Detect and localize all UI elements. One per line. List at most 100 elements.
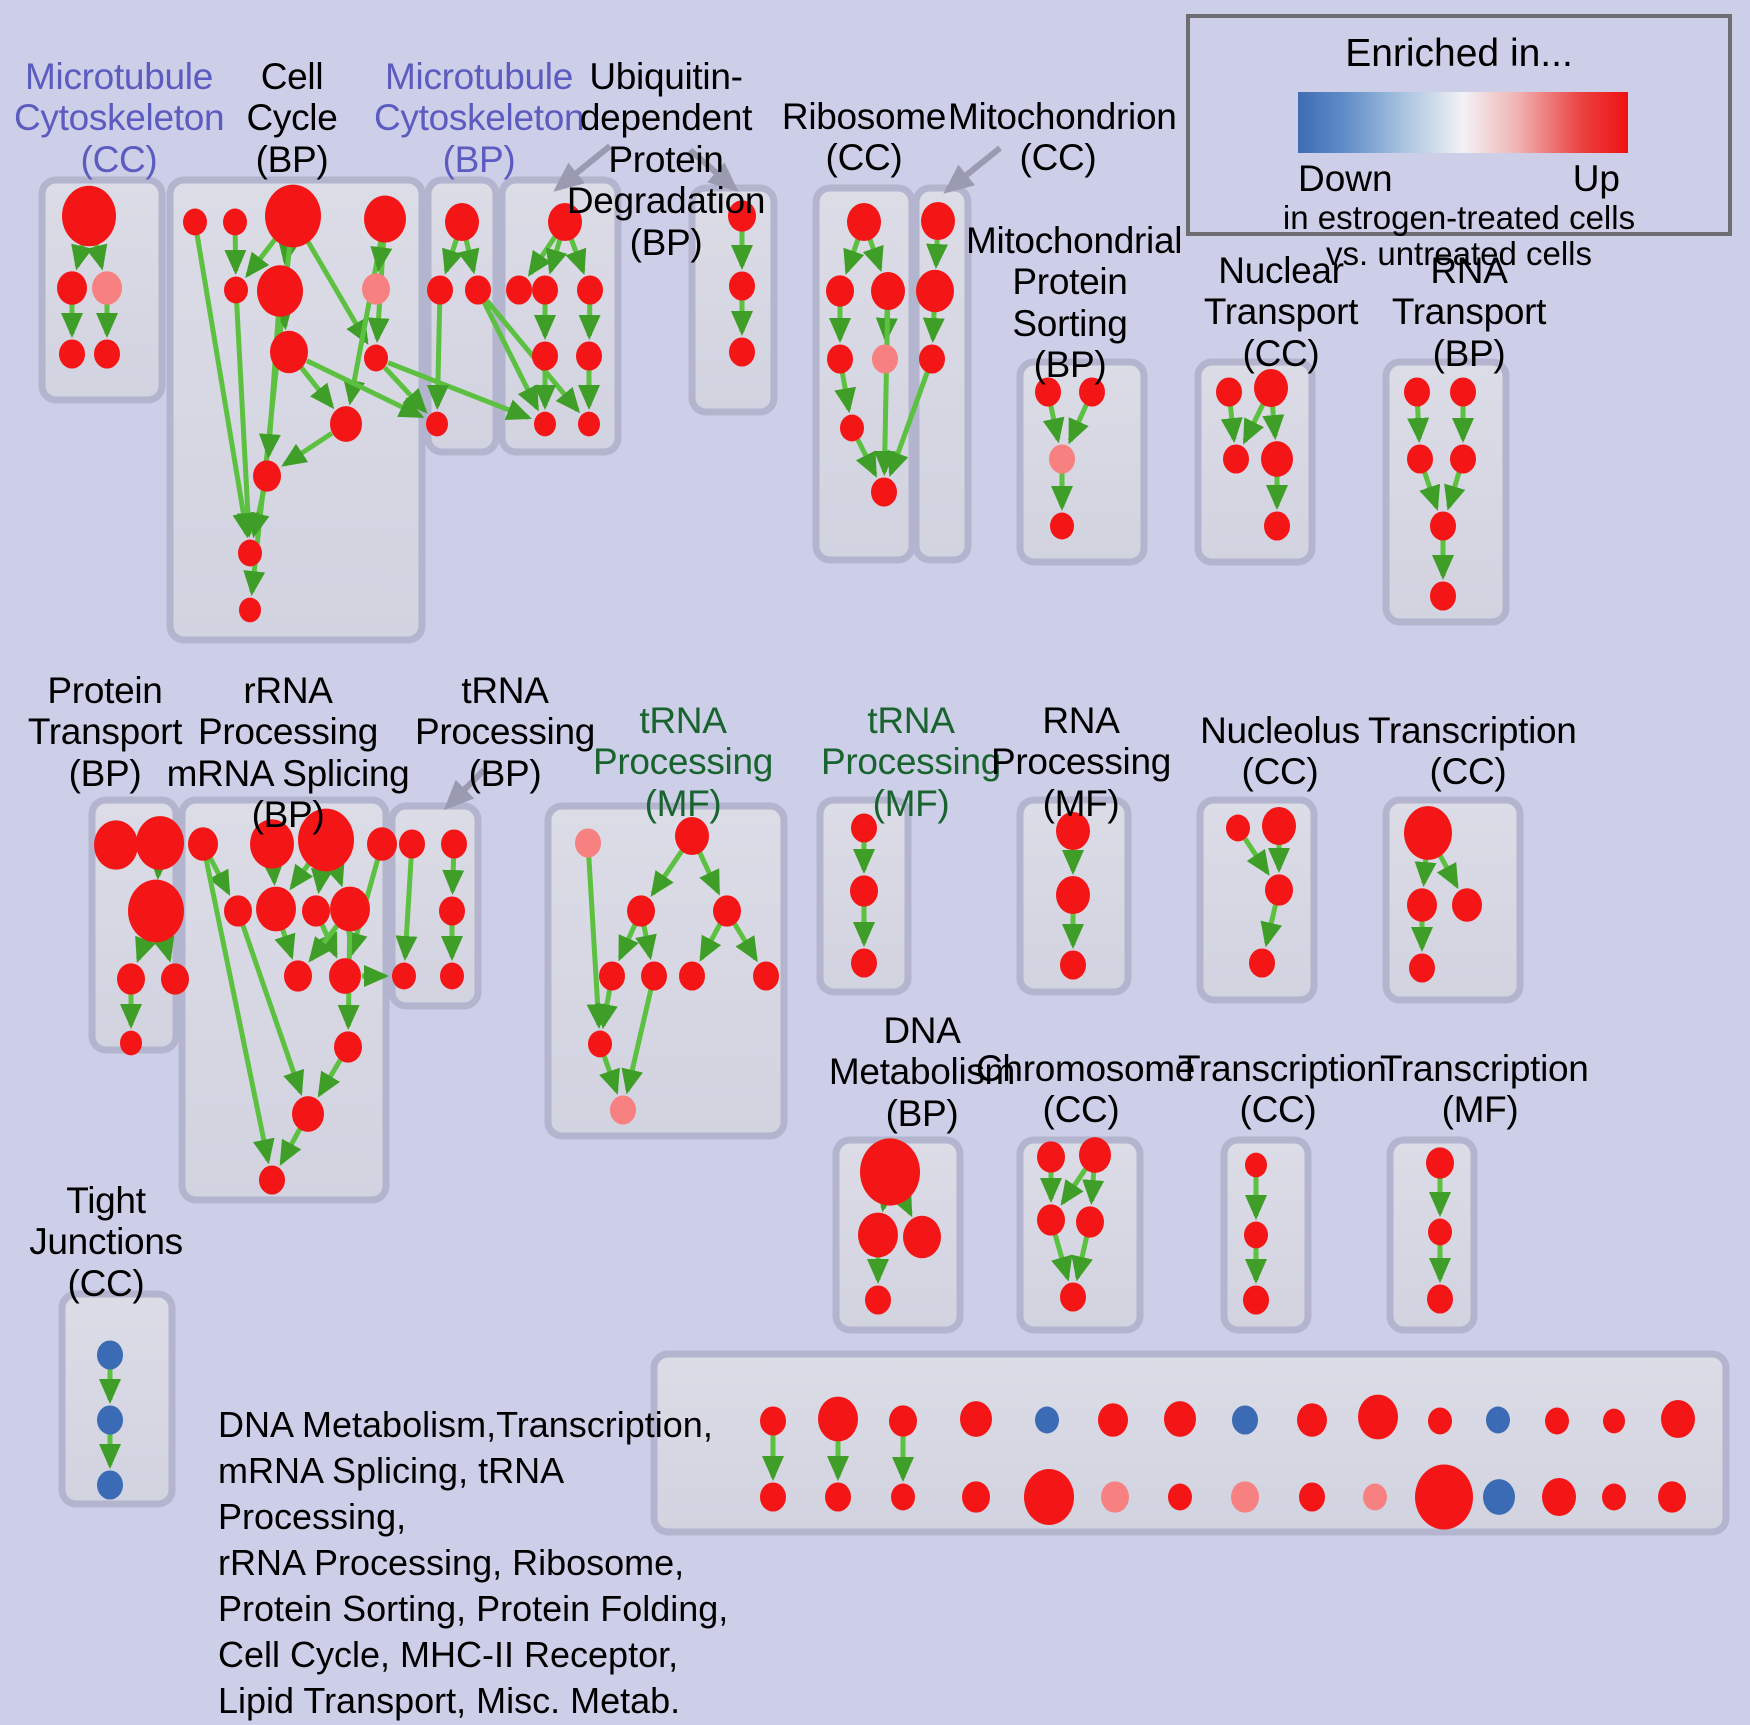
graph-node[interactable] — [1076, 1206, 1104, 1237]
graph-node[interactable] — [919, 344, 945, 373]
graph-node[interactable] — [1415, 1465, 1473, 1530]
graph-node[interactable] — [1249, 948, 1275, 977]
graph-node[interactable] — [334, 1031, 362, 1062]
graph-node[interactable] — [1261, 441, 1293, 477]
graph-node[interactable] — [1101, 1481, 1129, 1512]
graph-node[interactable] — [1430, 511, 1456, 540]
graph-node[interactable] — [871, 477, 897, 506]
graph-node[interactable] — [330, 406, 362, 442]
graph-node[interactable] — [588, 1031, 612, 1058]
graph-node[interactable] — [851, 948, 877, 977]
graph-node[interactable] — [960, 1401, 992, 1437]
graph-node[interactable] — [59, 339, 85, 368]
graph-node[interactable] — [1603, 1409, 1625, 1434]
graph-node[interactable] — [1216, 377, 1242, 406]
graph-node[interactable] — [1404, 806, 1452, 860]
graph-node[interactable] — [1483, 1479, 1515, 1515]
graph-node[interactable] — [729, 271, 755, 300]
graph-node[interactable] — [921, 202, 955, 240]
graph-node[interactable] — [534, 412, 556, 437]
graph-node[interactable] — [825, 1482, 851, 1511]
graph-node[interactable] — [1661, 1400, 1695, 1438]
graph-node[interactable] — [302, 895, 330, 926]
graph-node[interactable] — [1079, 1137, 1111, 1173]
graph-node[interactable] — [627, 895, 655, 926]
graph-node[interactable] — [257, 265, 303, 317]
graph-node[interactable] — [1060, 950, 1086, 979]
graph-node[interactable] — [1428, 1408, 1452, 1435]
graph-node[interactable] — [1050, 513, 1074, 540]
graph-node[interactable] — [128, 880, 184, 943]
graph-node[interactable] — [224, 895, 252, 926]
graph-node[interactable] — [117, 963, 145, 994]
graph-node[interactable] — [847, 203, 881, 241]
graph-node[interactable] — [270, 331, 308, 374]
graph-node[interactable] — [445, 203, 479, 241]
graph-node[interactable] — [292, 1096, 324, 1132]
graph-node[interactable] — [1226, 815, 1250, 842]
graph-node[interactable] — [94, 820, 138, 869]
graph-node[interactable] — [850, 875, 878, 906]
graph-node[interactable] — [872, 344, 898, 373]
graph-node[interactable] — [840, 415, 864, 442]
graph-node[interactable] — [265, 185, 321, 248]
graph-node[interactable] — [259, 1165, 285, 1194]
graph-node[interactable] — [641, 961, 667, 990]
graph-node[interactable] — [97, 1470, 123, 1499]
graph-node[interactable] — [610, 1095, 636, 1124]
graph-node[interactable] — [256, 887, 296, 932]
graph-node[interactable] — [1542, 1478, 1576, 1516]
graph-node[interactable] — [576, 341, 602, 370]
graph-node[interactable] — [1450, 377, 1476, 406]
graph-node[interactable] — [506, 275, 532, 304]
graph-node[interactable] — [713, 895, 741, 926]
graph-node[interactable] — [599, 961, 625, 990]
graph-node[interactable] — [1428, 1219, 1452, 1246]
graph-node[interactable] — [760, 1482, 786, 1511]
graph-node[interactable] — [827, 344, 853, 373]
graph-node[interactable] — [238, 540, 262, 567]
graph-node[interactable] — [440, 963, 464, 990]
graph-node[interactable] — [1060, 1282, 1086, 1311]
graph-node[interactable] — [826, 275, 854, 306]
graph-node[interactable] — [1245, 1153, 1267, 1178]
graph-node[interactable] — [1098, 1403, 1128, 1437]
graph-node[interactable] — [427, 275, 453, 304]
graph-node[interactable] — [679, 961, 705, 990]
graph-node[interactable] — [1602, 1484, 1626, 1511]
graph-node[interactable] — [891, 1484, 915, 1511]
graph-node[interactable] — [183, 209, 207, 236]
graph-node[interactable] — [465, 275, 491, 304]
graph-node[interactable] — [577, 275, 603, 304]
graph-node[interactable] — [578, 412, 600, 437]
graph-node[interactable] — [1486, 1407, 1510, 1434]
graph-node[interactable] — [1404, 377, 1430, 406]
graph-node[interactable] — [92, 271, 122, 305]
graph-node[interactable] — [1231, 1481, 1259, 1512]
graph-node[interactable] — [1297, 1403, 1327, 1437]
graph-node[interactable] — [329, 958, 361, 994]
graph-node[interactable] — [1168, 1484, 1192, 1511]
graph-node[interactable] — [1430, 581, 1456, 610]
graph-node[interactable] — [1452, 888, 1482, 922]
graph-node[interactable] — [903, 1216, 941, 1259]
graph-node[interactable] — [760, 1406, 786, 1435]
graph-node[interactable] — [253, 460, 281, 491]
graph-node[interactable] — [439, 896, 465, 925]
graph-node[interactable] — [364, 345, 388, 372]
graph-node[interactable] — [97, 1340, 123, 1369]
graph-node[interactable] — [1409, 953, 1435, 982]
graph-node[interactable] — [330, 887, 370, 932]
graph-node[interactable] — [1035, 1407, 1059, 1434]
graph-node[interactable] — [392, 963, 416, 990]
graph-node[interactable] — [532, 341, 558, 370]
graph-node[interactable] — [860, 1138, 920, 1205]
graph-node[interactable] — [532, 275, 558, 304]
graph-node[interactable] — [729, 337, 755, 366]
graph-node[interactable] — [1264, 511, 1290, 540]
graph-node[interactable] — [1232, 1405, 1258, 1434]
graph-node[interactable] — [1056, 876, 1090, 914]
graph-node[interactable] — [1407, 888, 1437, 922]
graph-node[interactable] — [871, 272, 905, 310]
graph-node[interactable] — [1254, 369, 1288, 407]
